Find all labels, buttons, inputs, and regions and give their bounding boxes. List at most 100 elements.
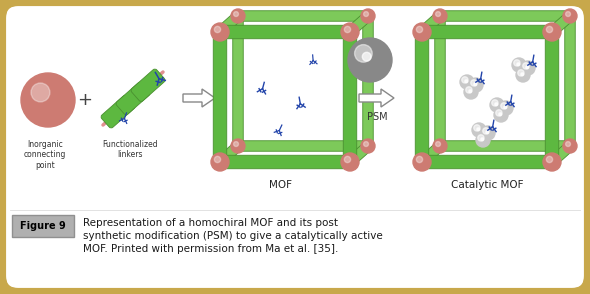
FancyBboxPatch shape [240, 11, 366, 21]
Circle shape [231, 9, 245, 23]
Circle shape [546, 26, 553, 33]
Circle shape [211, 23, 229, 41]
FancyArrow shape [359, 89, 394, 107]
Circle shape [474, 83, 477, 86]
Circle shape [214, 26, 221, 33]
Circle shape [462, 77, 468, 83]
Circle shape [543, 23, 561, 41]
FancyBboxPatch shape [101, 96, 135, 128]
Circle shape [214, 156, 221, 163]
FancyBboxPatch shape [421, 144, 441, 164]
Circle shape [413, 23, 431, 41]
Circle shape [460, 75, 474, 89]
Circle shape [211, 153, 229, 171]
Text: Representation of a homochiral MOF and its post: Representation of a homochiral MOF and i… [83, 218, 338, 228]
Circle shape [546, 156, 553, 163]
FancyBboxPatch shape [116, 82, 150, 115]
Circle shape [483, 128, 489, 134]
FancyBboxPatch shape [222, 25, 348, 39]
Text: Functionalized
linkers: Functionalized linkers [102, 140, 158, 159]
Text: Catalytic MOF: Catalytic MOF [451, 180, 523, 190]
Circle shape [348, 38, 392, 82]
FancyBboxPatch shape [218, 144, 240, 164]
FancyBboxPatch shape [218, 14, 240, 34]
Circle shape [491, 100, 498, 106]
Circle shape [31, 83, 50, 102]
FancyBboxPatch shape [6, 6, 584, 288]
Circle shape [521, 61, 535, 75]
Circle shape [341, 23, 359, 41]
Circle shape [504, 106, 507, 109]
Circle shape [566, 11, 571, 16]
FancyBboxPatch shape [349, 144, 369, 164]
Text: synthetic modification (PSM) to give a catalytically active: synthetic modification (PSM) to give a c… [83, 231, 383, 241]
Circle shape [518, 70, 524, 76]
Circle shape [523, 63, 529, 69]
Circle shape [495, 103, 498, 106]
Circle shape [361, 139, 375, 153]
Circle shape [481, 138, 484, 141]
Circle shape [361, 9, 375, 23]
Circle shape [471, 80, 477, 86]
Circle shape [435, 11, 441, 16]
Circle shape [234, 142, 238, 146]
Text: Inorganic
connecting
point: Inorganic connecting point [24, 140, 66, 170]
FancyBboxPatch shape [415, 34, 429, 160]
Circle shape [517, 63, 520, 66]
FancyBboxPatch shape [424, 25, 550, 39]
FancyBboxPatch shape [442, 141, 568, 151]
Circle shape [231, 139, 245, 153]
Circle shape [433, 9, 447, 23]
Circle shape [464, 85, 478, 99]
Circle shape [413, 153, 431, 171]
Circle shape [363, 11, 369, 16]
Circle shape [563, 9, 577, 23]
Circle shape [477, 128, 480, 131]
Text: PSM: PSM [367, 112, 387, 122]
Circle shape [476, 133, 490, 147]
Circle shape [496, 110, 502, 116]
Circle shape [566, 142, 571, 146]
Text: +: + [77, 91, 93, 109]
FancyBboxPatch shape [240, 141, 366, 151]
FancyBboxPatch shape [435, 18, 445, 144]
FancyBboxPatch shape [213, 34, 227, 160]
Text: Figure 9: Figure 9 [20, 221, 66, 231]
FancyBboxPatch shape [363, 18, 373, 144]
Circle shape [469, 90, 471, 93]
Circle shape [481, 126, 495, 140]
FancyArrow shape [183, 89, 215, 107]
Circle shape [499, 113, 502, 116]
Circle shape [465, 80, 468, 83]
Circle shape [512, 58, 526, 72]
Circle shape [417, 26, 422, 33]
Circle shape [472, 123, 486, 137]
FancyBboxPatch shape [550, 14, 572, 34]
Circle shape [478, 135, 484, 141]
Text: MOF: MOF [268, 180, 291, 190]
Circle shape [363, 142, 369, 146]
FancyBboxPatch shape [131, 69, 165, 101]
Circle shape [466, 87, 472, 93]
Circle shape [362, 52, 371, 61]
FancyBboxPatch shape [222, 155, 348, 169]
Text: MOF. Printed with permission from Ma et al. [35].: MOF. Printed with permission from Ma et … [83, 244, 339, 254]
Circle shape [501, 103, 507, 109]
Circle shape [345, 156, 350, 163]
FancyBboxPatch shape [424, 155, 550, 169]
FancyBboxPatch shape [12, 215, 74, 237]
FancyBboxPatch shape [545, 34, 559, 160]
Circle shape [514, 60, 520, 66]
Circle shape [563, 139, 577, 153]
Circle shape [474, 125, 480, 131]
Circle shape [543, 153, 561, 171]
Circle shape [521, 73, 524, 76]
FancyBboxPatch shape [349, 14, 369, 34]
Circle shape [499, 101, 513, 115]
Circle shape [469, 78, 483, 92]
Circle shape [345, 26, 350, 33]
Circle shape [490, 98, 504, 112]
Circle shape [494, 108, 508, 122]
Circle shape [417, 156, 422, 163]
Circle shape [21, 73, 75, 127]
